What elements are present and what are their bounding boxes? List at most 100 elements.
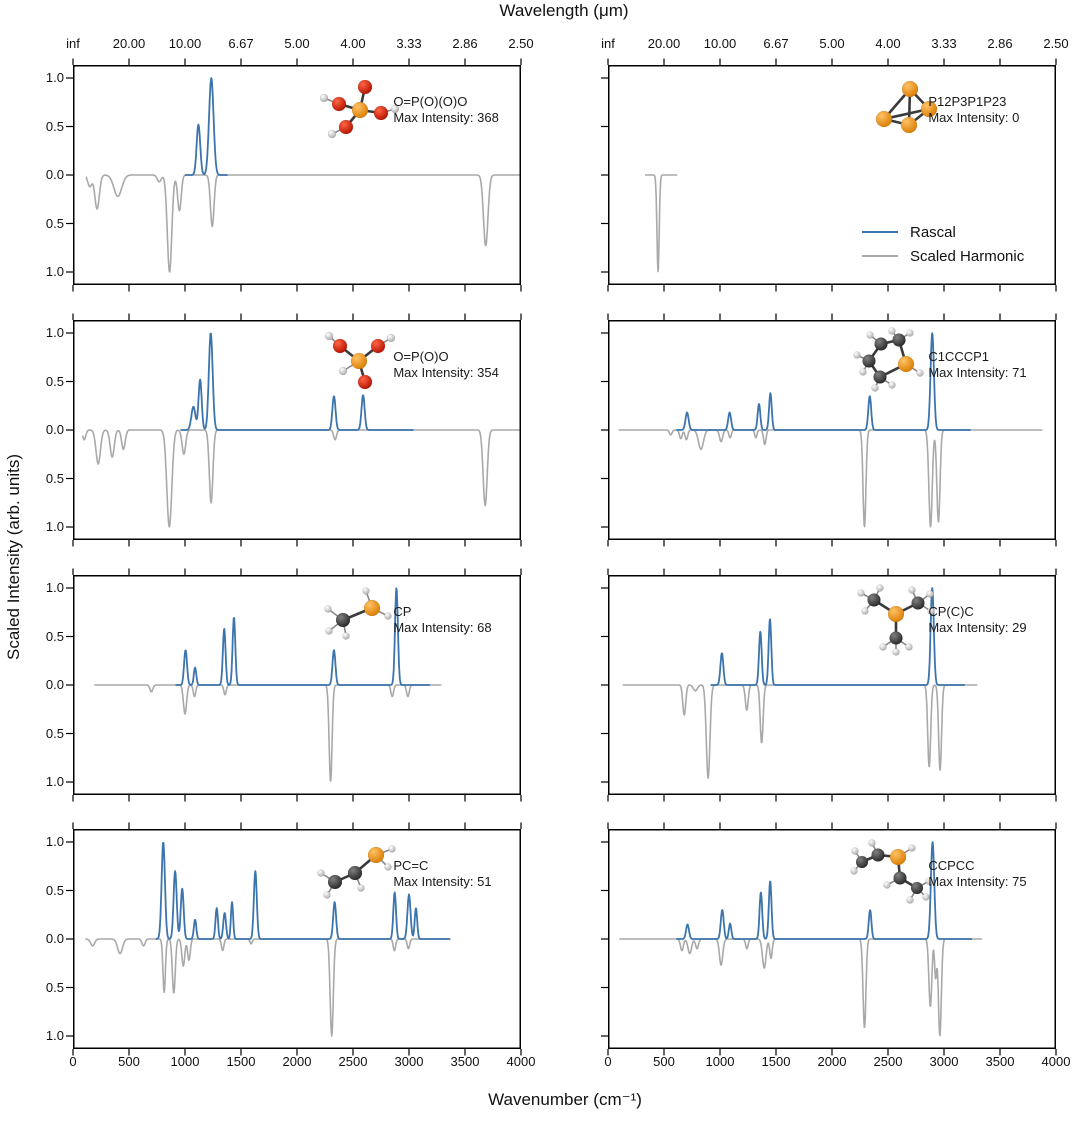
molecule-image xyxy=(876,80,938,134)
legend-item-rascal: Rascal xyxy=(862,220,1024,244)
top-tick-label: 4.00 xyxy=(340,36,366,51)
atom-H xyxy=(908,844,916,852)
atom-C xyxy=(910,881,924,895)
top-tick-label: 10.00 xyxy=(168,36,202,51)
atom-O xyxy=(338,119,354,135)
molecule-image xyxy=(850,839,933,904)
spectrum-plot xyxy=(601,313,1057,547)
atom-H xyxy=(871,384,879,392)
molecule-name-label: PC=C xyxy=(393,857,429,873)
max-intensity-label: Max Intensity: 354 xyxy=(393,365,499,381)
atom-H xyxy=(906,896,914,904)
x-tick-label: 2500 xyxy=(873,1054,903,1069)
max-intensity-label: Max Intensity: 0 xyxy=(928,110,1020,126)
molecule-name-label: O=P(O)O xyxy=(393,348,449,364)
atom-C xyxy=(335,612,351,628)
atom-O xyxy=(370,338,386,354)
y-tick-label: 0.5 xyxy=(45,373,64,389)
top-tick-label: inf xyxy=(66,36,80,51)
x-tick-label: 0 xyxy=(604,1054,612,1069)
atom-H xyxy=(388,845,396,853)
atom-P xyxy=(363,599,381,617)
y-tick-label: 0.5 xyxy=(45,470,64,486)
y-axis-title: Scaled Intensity (arb. units) xyxy=(4,454,23,660)
spectrum-panel-5: CP Max Intensity: 68 xyxy=(66,568,522,802)
x-tick-label: 0 xyxy=(69,1054,77,1069)
atom-P xyxy=(351,101,369,119)
panel-annotation: CCPCC Max Intensity: 75 xyxy=(928,858,1026,892)
atom-H xyxy=(868,839,876,847)
atom-H xyxy=(905,643,913,651)
spectrum-plot xyxy=(66,58,522,292)
rascal-line-swatch xyxy=(862,231,898,233)
atom-C xyxy=(867,593,881,607)
y-tick-label: 0.5 xyxy=(45,725,64,741)
top-tick-label: 2.86 xyxy=(987,36,1013,51)
atom-H xyxy=(342,632,350,640)
atom-H xyxy=(851,847,859,855)
spectrum-plot xyxy=(601,822,1057,1056)
molecule-name-label: CP(C)C xyxy=(928,603,974,619)
molecule-image xyxy=(853,327,924,392)
top-tick-label: 4.00 xyxy=(875,36,901,51)
x-tick-label: 4000 xyxy=(506,1054,536,1069)
atom-H xyxy=(888,381,896,389)
panel-annotation: CP Max Intensity: 68 xyxy=(393,604,491,638)
atom-H xyxy=(861,607,869,615)
y-tick-label: 0.5 xyxy=(45,118,64,134)
atom-C xyxy=(911,596,925,610)
x-tick-label: 1000 xyxy=(170,1054,200,1069)
top-tick-label: 20.00 xyxy=(112,36,146,51)
top-tick-label: 3.33 xyxy=(396,36,422,51)
atom-O xyxy=(332,338,348,354)
molecule-name-label: P12P3P1P23 xyxy=(928,93,1007,109)
rascal-curve xyxy=(180,332,414,431)
y-tick-label: 0.5 xyxy=(45,215,64,231)
y-tick-label: 1.0 xyxy=(45,264,64,279)
atom-H xyxy=(327,129,337,139)
atom-P xyxy=(889,848,907,866)
x-tick-label: 4000 xyxy=(1041,1054,1071,1069)
atom-H xyxy=(325,627,333,635)
y-tick-label: 1.0 xyxy=(45,580,64,595)
max-intensity-label: Max Intensity: 51 xyxy=(393,874,492,890)
atom-H xyxy=(386,333,396,343)
atom-H xyxy=(906,329,914,337)
panel-annotation: PC=C Max Intensity: 51 xyxy=(393,858,491,892)
spectrum-plot xyxy=(601,58,1057,292)
rascal-curve xyxy=(175,587,431,686)
panel-annotation: P12P3P1P23 Max Intensity: 0 xyxy=(928,94,1019,128)
spectrum-plot xyxy=(601,568,1057,802)
panel-annotation: CP(C)C Max Intensity: 29 xyxy=(928,604,1026,638)
y-tick-label: 0.0 xyxy=(45,677,64,692)
x-tick-label: 1000 xyxy=(705,1054,735,1069)
rascal-curve xyxy=(675,332,972,431)
legend-item-harmonic: Scaled Harmonic xyxy=(862,244,1024,268)
atom-P xyxy=(902,80,919,98)
x-tick-label: 2000 xyxy=(817,1054,847,1069)
atom-H xyxy=(892,648,900,656)
panel-annotation: O=P(O)(O)O Max Intensity: 368 xyxy=(393,94,499,128)
top-tick-label: 2.50 xyxy=(508,36,534,51)
panel-annotation: C1CCCP1 Max Intensity: 71 xyxy=(928,349,1026,383)
spectrum-panel-1: O=P(O)(O)O Max Intensity: 368 xyxy=(66,58,522,292)
x-tick-label: 3000 xyxy=(394,1054,424,1069)
molecule-image xyxy=(324,331,396,390)
atom-H xyxy=(357,884,365,892)
y-tick-label: 0.0 xyxy=(45,931,64,946)
atom-H xyxy=(883,881,891,889)
top-tick-label: 5.00 xyxy=(284,36,310,51)
atom-C xyxy=(893,871,907,885)
atom-H xyxy=(338,366,348,376)
top-tick-label: inf xyxy=(601,36,615,51)
atom-P xyxy=(876,110,893,128)
y-tick-label: 1.0 xyxy=(45,519,64,534)
rascal-curve xyxy=(184,77,228,176)
scaled-harmonic-curve xyxy=(81,429,521,528)
atom-H xyxy=(908,586,916,594)
molecule-name-label: CCPCC xyxy=(928,857,975,873)
atom-P xyxy=(367,846,385,864)
atom-P xyxy=(897,355,915,373)
legend: Rascal Scaled Harmonic xyxy=(862,220,1024,268)
x-tick-label: 3500 xyxy=(450,1054,480,1069)
